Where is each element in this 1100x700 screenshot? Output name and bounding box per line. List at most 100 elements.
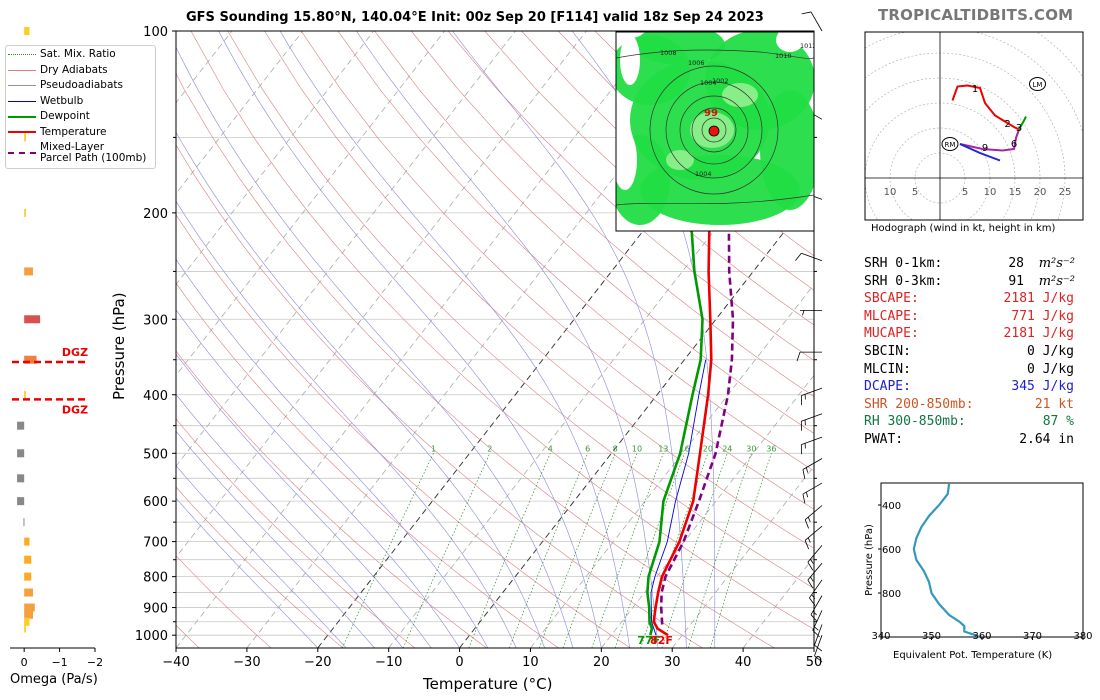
isobar (665, 81, 763, 179)
stat-label: MLCAPE: (864, 308, 919, 324)
stat-unit: m²s⁻² (1038, 273, 1075, 289)
thetae-x-tick-label: 370 (1023, 631, 1042, 642)
barb-half-flag (814, 626, 819, 631)
dry-area (776, 32, 804, 52)
dry-adiabat (190, 31, 814, 630)
storm-pressure-label: 99 (704, 108, 718, 119)
stat-label: SBCIN: (864, 343, 911, 359)
profile-wetbulb (650, 359, 707, 636)
surface-dewpoint-label: 77F (637, 634, 660, 647)
legend-item: Temperature (8, 126, 107, 138)
wind-barb (814, 635, 823, 663)
barb-flag (809, 597, 816, 606)
wind-barb (800, 309, 822, 316)
barb-staff (802, 458, 823, 470)
legend: Sat. Mix. Ratio Dry Adiabats Pseudoadiabat… (5, 45, 156, 169)
barb-staff (801, 413, 823, 422)
y-tick-label: 400 (143, 389, 168, 404)
omega-bar (24, 355, 37, 364)
mixing-ratio-line (341, 453, 434, 648)
stat-unit: m²s⁻² (1038, 256, 1075, 271)
omega-tick-label: 0 (21, 656, 28, 669)
stat-label: SRH 0-3km: (864, 273, 943, 289)
isotherm-zero (459, 192, 814, 648)
barb-flag (804, 540, 810, 550)
barb-half-flag (810, 576, 814, 582)
stat-value: 345 J/kg (1011, 379, 1074, 395)
omega-bar (23, 518, 25, 527)
isotherm (176, 31, 516, 467)
heavy-precip-area (722, 83, 758, 107)
stat-row: PWAT: 2.64 in (864, 431, 1074, 449)
barb-flag (814, 655, 823, 663)
omega-bar (24, 133, 26, 142)
stat-row: MUCAPE: 2181 J/kg (864, 325, 1074, 343)
isotherm (176, 31, 587, 558)
stat-label: PWAT: (864, 431, 904, 447)
wind-barb (801, 11, 823, 32)
thetae-caption: Equivalent Pot. Temperature (K) (893, 650, 1053, 661)
legend-swatch (8, 152, 36, 154)
y-tick-label: 800 (143, 571, 168, 586)
legend-swatch (8, 115, 36, 118)
storm-motion-label: RM (945, 141, 956, 149)
barb-staff (809, 579, 823, 599)
hodograph-trace (1006, 122, 1020, 131)
x-tick-label: 30 (664, 655, 681, 670)
mixing-ratio-label: 8 (613, 444, 618, 453)
x-tick-label: 50 (806, 655, 823, 670)
legend-swatch (8, 131, 36, 133)
pseudo-adiabat (356, 31, 659, 648)
storm-motion-marker (941, 137, 959, 151)
legend-swatch (8, 54, 36, 55)
stat-value: 21 kt (1034, 396, 1074, 412)
omega-bar (24, 537, 30, 546)
dry-adiabat (176, 214, 631, 648)
isobar-label: 1002 (712, 77, 729, 85)
storm-motion-label: LM (1033, 81, 1043, 89)
mixing-ratio-line (402, 453, 491, 648)
storm-location-marker (708, 125, 720, 137)
hodograph-height-label: 6 (1011, 139, 1017, 150)
precip-area (760, 90, 814, 210)
mixing-ratio-label: 20 (703, 444, 713, 453)
thetae-x-tick-label: 350 (922, 631, 941, 642)
y-axis-title: Pressure (hPa) (110, 292, 128, 400)
hodograph-trace (959, 129, 1020, 152)
isobar-label: 1012 (800, 42, 817, 50)
barb-flag (796, 351, 801, 362)
dry-adiabat (176, 624, 200, 648)
isobar (616, 49, 814, 59)
barb-flag (810, 614, 818, 623)
stat-row: SBCAPE: 2181 J/kg (864, 290, 1074, 308)
dry-area (616, 130, 637, 190)
dry-adiabat (176, 282, 559, 648)
stat-row: SHR 200-850mb: 21 kt (864, 396, 1074, 414)
legend-item: Wetbulb (8, 95, 83, 107)
pseudo-adiabat (176, 465, 347, 648)
dry-adiabat (374, 31, 814, 434)
barb-flag (795, 252, 802, 261)
omega-panel: DGZ DGZ 0 −1 −2 (10, 27, 103, 669)
isotherm (671, 465, 814, 648)
mixing-ratio-line (661, 453, 728, 648)
legend-label: Pseudoadiabats (40, 79, 123, 91)
omega-bar (24, 588, 34, 597)
hodograph-tick-label: 10 (884, 187, 897, 198)
mixing-ratio-line (509, 453, 589, 648)
wind-barb (804, 525, 823, 550)
mixing-ratio-line (687, 453, 752, 648)
hodograph-tick-label: 5 (962, 187, 968, 198)
hodograph-tick-label: 5 (912, 187, 918, 198)
dry-adiabat (176, 350, 487, 648)
barb-half-flag (806, 491, 809, 498)
stat-label: DCAPE: (864, 379, 911, 395)
hodograph-tick-label: 20 (1034, 187, 1047, 198)
mixing-ratio-label: 16 (679, 444, 689, 453)
isobar (649, 65, 779, 195)
legend-swatch (8, 69, 36, 71)
wind-barb (802, 458, 823, 479)
barb-flag (802, 469, 806, 479)
stat-row: SRH 0-3km: m²s⁻² 91 (864, 273, 1075, 291)
x-tick-label: −40 (162, 655, 189, 670)
